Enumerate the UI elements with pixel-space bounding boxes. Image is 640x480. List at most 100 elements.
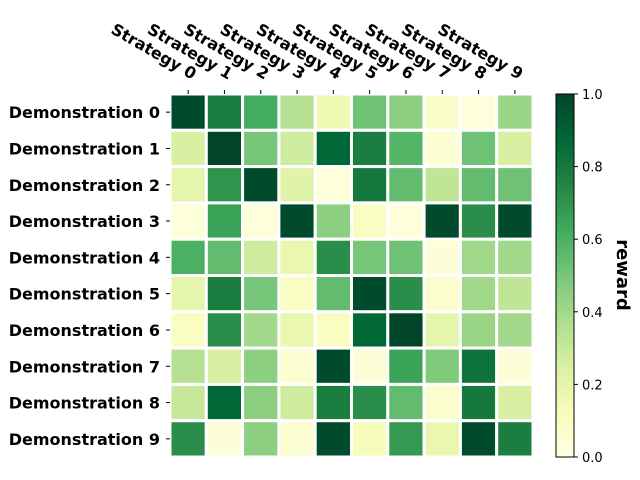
heatmap-cell (313, 201, 354, 241)
heatmap-cell (495, 274, 535, 314)
heatmap-cell (458, 237, 499, 277)
heatmap-cell (495, 92, 535, 132)
heatmap-cell (350, 310, 390, 350)
heatmap-cell (313, 92, 354, 132)
heatmap-cell (350, 274, 390, 314)
heatmap-cell (422, 419, 462, 459)
heatmap-cell (277, 237, 317, 277)
heatmap-cell (204, 346, 245, 386)
heatmap-cell (386, 128, 426, 169)
heatmap-cell (350, 382, 390, 423)
heatmap-cell (277, 92, 317, 132)
colorbar-ticks: 0.0 0.2 0.4 0.6 0.8 1.0 (574, 88, 603, 466)
heatmap-cell (241, 201, 281, 241)
heatmap-cell (313, 165, 354, 205)
heatmap-cell (168, 92, 208, 132)
heatmap-cell (386, 310, 426, 350)
heatmap-cell (422, 382, 462, 423)
heatmap-cell (458, 382, 499, 423)
heatmap-cell (422, 346, 462, 386)
heatmap-cell (204, 237, 245, 277)
heatmap-cell (386, 237, 426, 277)
heatmap-cell (241, 382, 281, 423)
heatmap-cell (350, 237, 390, 277)
heatmap-cell (386, 346, 426, 386)
heatmap-cell (241, 128, 281, 169)
heatmap-cell (422, 310, 462, 350)
colorbar-label: reward (612, 239, 633, 311)
y-tick-label: Demonstration 1 (9, 139, 160, 158)
heatmap-cell (204, 310, 245, 350)
heatmap-cell (204, 128, 245, 169)
heatmap-cell (386, 165, 426, 205)
heatmap-cell (495, 346, 535, 386)
heatmap-cell (277, 310, 317, 350)
heatmap-cell (204, 382, 245, 423)
heatmap-cell (168, 165, 208, 205)
y-tick-label: Demonstration 3 (9, 212, 160, 231)
heatmap-cell (241, 274, 281, 314)
heatmap-cell (241, 346, 281, 386)
y-tick-label: Demonstration 5 (9, 285, 160, 304)
heatmap-cell (204, 201, 245, 241)
heatmap-cell (168, 382, 208, 423)
colorbar: 0.0 0.2 0.4 0.6 0.8 1.0 reward (555, 88, 633, 466)
heatmap-cell (204, 419, 245, 459)
heatmap-cell (277, 165, 317, 205)
colorbar-gradient (555, 93, 575, 458)
heatmap-cell (168, 201, 208, 241)
heatmap-cell (495, 128, 535, 169)
heatmap-cell (458, 419, 499, 459)
heatmap-cell (350, 201, 390, 241)
heatmap-cell (350, 92, 390, 132)
heatmap-cell (241, 419, 281, 459)
heatmap-cell (458, 92, 499, 132)
heatmap-cell (277, 128, 317, 169)
heatmap-cell (241, 237, 281, 277)
heatmap-cell (386, 201, 426, 241)
heatmap-cell (495, 310, 535, 350)
heatmap-cell (422, 201, 462, 241)
heatmap-cell (241, 310, 281, 350)
heatmap-cell (168, 346, 208, 386)
heatmap-cell (495, 382, 535, 423)
heatmap-cell (386, 382, 426, 423)
y-tick-label: Demonstration 8 (9, 394, 160, 413)
colorbar-tick-label: 0.0 (582, 451, 603, 466)
colorbar-tick-label: 0.2 (582, 378, 603, 393)
heatmap-cell (386, 92, 426, 132)
heatmap-cell (277, 346, 317, 386)
heatmap-cell (458, 128, 499, 169)
y-tick-label: Demonstration 2 (9, 176, 160, 195)
y-tick-label: Demonstration 4 (9, 248, 160, 267)
heatmap-cell (168, 128, 208, 169)
heatmap-cell (495, 165, 535, 205)
y-axis-ticks: Demonstration 0 Demonstration 1 Demonstrat… (9, 103, 170, 449)
colorbar-tick-label: 1.0 (582, 88, 603, 103)
heatmap-cell (313, 237, 354, 277)
heatmap-cell (458, 165, 499, 205)
heatmap-cell (204, 92, 245, 132)
heatmap-cell (277, 274, 317, 314)
y-tick-label: Demonstration 7 (9, 357, 160, 376)
heatmap-cell (422, 128, 462, 169)
heatmap-cell (495, 237, 535, 277)
heatmap-cell (458, 274, 499, 314)
colorbar-tick-label: 0.6 (582, 233, 603, 248)
heatmap-cell (313, 274, 354, 314)
heatmap-cell (168, 310, 208, 350)
heatmap-cell (241, 92, 281, 132)
heatmap-cell (422, 165, 462, 205)
heatmap-cell (204, 274, 245, 314)
y-tick-label: Demonstration 9 (9, 430, 160, 449)
heatmap-cell (422, 274, 462, 314)
heatmap-cell (168, 237, 208, 277)
heatmap-cell (386, 274, 426, 314)
heatmap-cell (350, 165, 390, 205)
heatmap-cell (422, 237, 462, 277)
heatmap-cells (168, 92, 535, 459)
heatmap-cell (386, 419, 426, 459)
colorbar-tick-label: 0.4 (582, 306, 603, 321)
